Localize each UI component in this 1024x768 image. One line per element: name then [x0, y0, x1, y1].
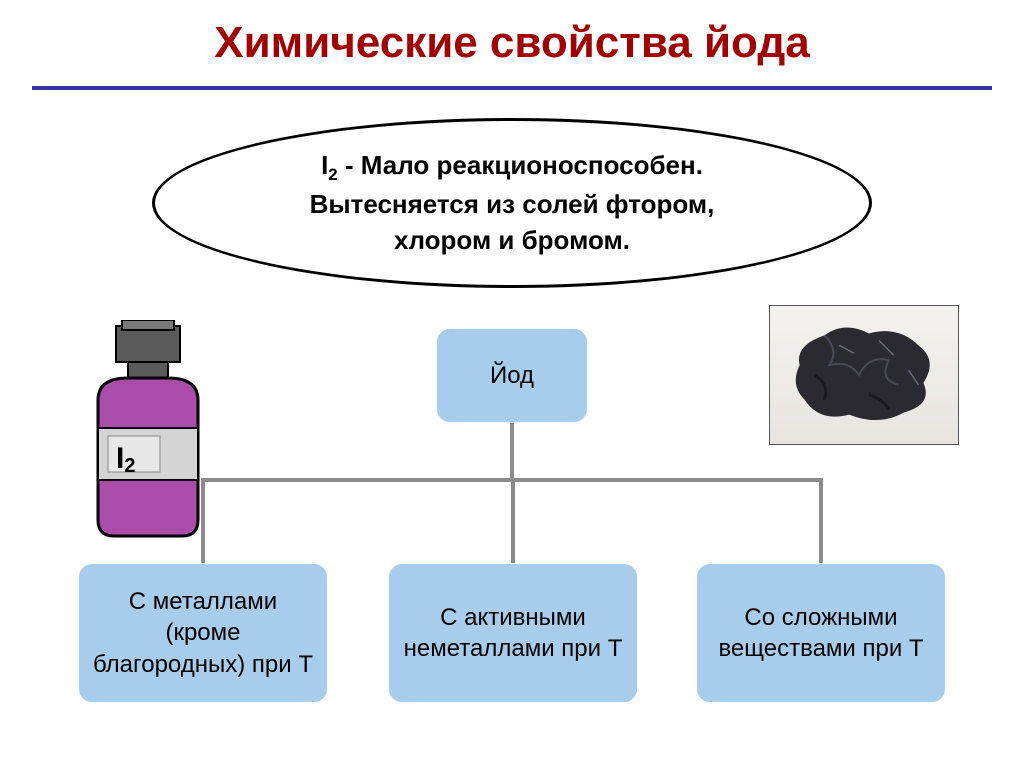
tree-leaf-label: С активными неметаллами при Т: [401, 602, 625, 664]
tree-root-label: Йод: [490, 360, 534, 391]
connector: [510, 423, 514, 478]
ellipse-line2: Вытесняется из солей фтором,: [310, 187, 715, 222]
connector: [511, 478, 515, 563]
ellipse-line3: хлором и бромом.: [394, 223, 630, 258]
tree-leaf-label: С металлами (кроме благородных) при Т: [91, 586, 315, 680]
tree-root: Йод: [436, 328, 588, 423]
tree-leaf-label: Со сложными веществами при Т: [709, 602, 933, 664]
tree-leaf-metals: С металлами (кроме благородных) при Т: [78, 563, 328, 703]
title-underline: [32, 86, 992, 90]
ellipse-sub: 2: [328, 166, 337, 185]
ellipse-rest: - Мало реакционоспособен.: [338, 150, 703, 180]
ellipse-border: I2 - Мало реакционоспособен. Вытесняется…: [152, 118, 872, 288]
title-text: Химические свойства йода: [214, 18, 809, 67]
tree-diagram: Йод С металлами (кроме благородных) при …: [0, 328, 1024, 758]
ellipse-line1: I2 - Мало реакционоспособен.: [321, 148, 703, 187]
tree-leaf-nonmetals: С активными неметаллами при Т: [388, 563, 638, 703]
ellipse-summary: I2 - Мало реакционоспособен. Вытесняется…: [152, 118, 872, 288]
connector: [201, 478, 205, 563]
tree-leaf-complex: Со сложными веществами при Т: [696, 563, 946, 703]
connector: [819, 478, 823, 563]
page-title: Химические свойства йода: [0, 0, 1024, 68]
